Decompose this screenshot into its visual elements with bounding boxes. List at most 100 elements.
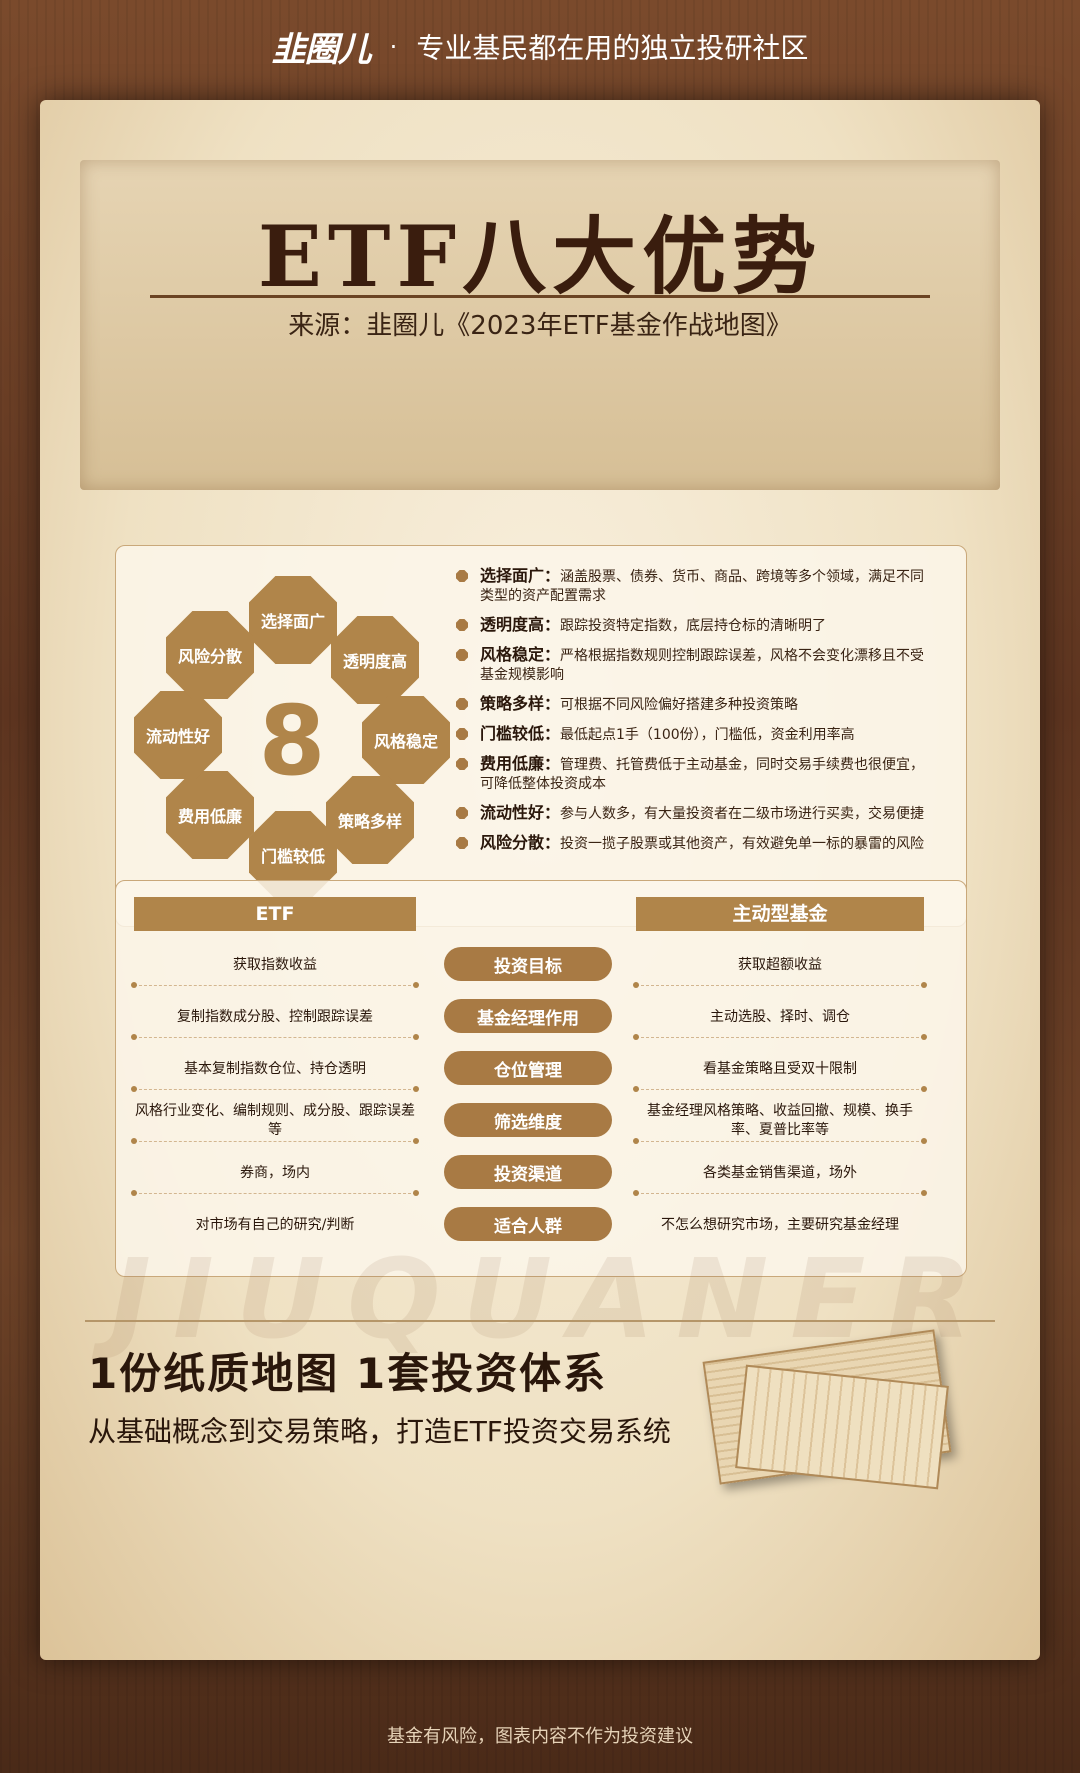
divider-dot — [921, 1190, 927, 1196]
octagon-item: 策略多样 — [326, 776, 414, 864]
brand-logo: 韭圈儿 — [271, 30, 372, 70]
octagon-item: 费用低廉 — [166, 771, 254, 859]
dimension-pill: 基金经理作用 — [444, 999, 612, 1033]
advantage-item: 门槛较低：最低起点1手（100份），门槛低，资金利用率高 — [456, 724, 931, 745]
active-fund-cell: 不怎么想研究市场，主要研究基金经理 — [661, 1216, 899, 1233]
octagon-ring: 选择面广 透明度高 风格稳定 策略多样 门槛较低 费用低廉 流动性好 风险分散 … — [126, 561, 456, 911]
octagon-bullet-icon — [456, 619, 468, 631]
comparison-row: 风格行业变化、编制规则、成分股、跟踪误差等 筛选维度 基金经理风格策略、收益回撤… — [116, 1099, 966, 1149]
comparison-panel: ETF 主动型基金 获取指数收益 投资目标 获取超额收益 复制指数成分股、控制跟… — [115, 880, 967, 1277]
advantage-term: 风格稳定： — [480, 645, 561, 664]
promo-subtitle: 从基础概念到交易策略，打造ETF投资交易系统 — [88, 1415, 671, 1448]
etf-cell: 对市场有自己的研究/判断 — [195, 1216, 355, 1233]
advantage-desc: 涵盖股票、债券、货币、商品、跨境等多个领域，满足不同类型的资产配置需求 — [480, 569, 925, 604]
paper-map-image — [735, 1364, 949, 1490]
comparison-row: 基本复制指数仓位、持仓透明 仓位管理 看基金策略且受双十限制 — [116, 1047, 966, 1097]
advantage-desc: 投资一揽子股票或其他资产，有效避免单一标的暴雷的风险 — [560, 836, 925, 852]
comparison-row: 券商，场内 投资渠道 各类基金销售渠道，场外 — [116, 1151, 966, 1201]
risk-disclaimer: 基金有风险，图表内容不作为投资建议 — [387, 1726, 693, 1747]
octagon-item: 风格稳定 — [362, 696, 450, 784]
advantage-item: 透明度高：跟踪投资特定指数，底层持仓标的清晰明了 — [456, 615, 931, 636]
octagon-bullet-icon — [456, 837, 468, 849]
advantage-term: 策略多样： — [480, 694, 561, 713]
top-bar: 韭圈儿 · 专业基民都在用的独立投研社区 — [0, 22, 1080, 71]
row-divider — [636, 1193, 924, 1194]
dimension-pill: 投资渠道 — [444, 1155, 612, 1189]
divider-dot — [413, 982, 419, 988]
divider-dot — [131, 982, 137, 988]
divider-dot — [413, 1086, 419, 1092]
advantage-desc: 可根据不同风险偏好搭建多种投资策略 — [560, 697, 799, 713]
divider-dot — [921, 1086, 927, 1092]
octagon-bullet-icon — [456, 807, 468, 819]
active-fund-cell: 主动选股、择时、调仓 — [710, 1008, 850, 1025]
row-divider — [134, 985, 416, 986]
row-divider — [636, 1141, 924, 1142]
advantages-panel: 选择面广 透明度高 风格稳定 策略多样 门槛较低 费用低廉 流动性好 风险分散 … — [115, 545, 967, 927]
divider-dot — [633, 1086, 639, 1092]
octagon-bullet-icon — [456, 698, 468, 710]
row-divider — [636, 1037, 924, 1038]
advantage-item: 选择面广：涵盖股票、债券、货币、商品、跨境等多个领域，满足不同类型的资产配置需求 — [456, 566, 931, 606]
octagon-item: 透明度高 — [331, 616, 419, 704]
separator-dot: · — [389, 32, 398, 61]
divider-dot — [413, 1138, 419, 1144]
advantage-desc: 严格根据指数规则控制跟踪误差，风格不会变化漂移且不受基金规模影响 — [480, 648, 925, 683]
advantage-term: 流动性好： — [480, 803, 561, 822]
etf-cell: 获取指数收益 — [233, 956, 317, 973]
advantage-term: 费用低廉： — [480, 754, 561, 773]
dimension-pill: 筛选维度 — [444, 1103, 612, 1137]
comparison-row: 对市场有自己的研究/判断 适合人群 不怎么想研究市场，主要研究基金经理 — [116, 1203, 966, 1253]
comparison-row: 复制指数成分股、控制跟踪误差 基金经理作用 主动选股、择时、调仓 — [116, 995, 966, 1045]
comparison-row: 获取指数收益 投资目标 获取超额收益 — [116, 943, 966, 993]
octagon-bullet-icon — [456, 649, 468, 661]
active-fund-cell: 各类基金销售渠道，场外 — [703, 1164, 857, 1181]
advantage-desc: 跟踪投资特定指数，底层持仓标的清晰明了 — [560, 618, 827, 634]
active-fund-cell: 获取超额收益 — [738, 956, 822, 973]
dimension-pill: 投资目标 — [444, 947, 612, 981]
title-divider — [150, 295, 930, 298]
advantage-item: 风险分散：投资一揽子股票或其他资产，有效避免单一标的暴雷的风险 — [456, 833, 931, 854]
octagon-item: 流动性好 — [134, 691, 222, 779]
divider-dot — [413, 1190, 419, 1196]
source-caption: 来源：韭圈儿《2023年ETF基金作战地图》 — [288, 311, 792, 341]
divider-dot — [131, 1034, 137, 1040]
brand-tagline: 专业基民都在用的独立投研社区 — [416, 31, 809, 65]
advantage-desc: 参与人数多，有大量投资者在二级市场进行买卖，交易便捷 — [560, 806, 925, 822]
divider-dot — [633, 982, 639, 988]
etf-cell: 风格行业变化、编制规则、成分股、跟踪误差等 — [135, 1103, 415, 1138]
row-divider — [134, 1037, 416, 1038]
etf-cell: 基本复制指数仓位、持仓透明 — [184, 1060, 366, 1077]
divider-dot — [413, 1034, 419, 1040]
divider-dot — [633, 1138, 639, 1144]
octagon-bullet-icon — [456, 728, 468, 740]
promo-title: 1份纸质地图 1套投资体系 — [88, 1349, 608, 1398]
row-divider — [636, 1089, 924, 1090]
active-fund-cell: 基金经理风格策略、收益回撤、规模、换手率、夏普比率等 — [647, 1103, 913, 1138]
center-number: 8 — [258, 685, 326, 797]
advantage-desc: 管理费、托管费低于主动基金，同时交易手续费也很便宜，可降低整体投资成本 — [480, 757, 925, 792]
octagon-bullet-icon — [456, 758, 468, 770]
advantage-item: 费用低廉：管理费、托管费低于主动基金，同时交易手续费也很便宜，可降低整体投资成本 — [456, 754, 931, 794]
header-band — [80, 160, 1000, 490]
advantages-list: 选择面广：涵盖股票、债券、货币、商品、跨境等多个领域，满足不同类型的资产配置需求… — [456, 566, 931, 863]
advantage-item: 策略多样：可根据不同风险偏好搭建多种投资策略 — [456, 694, 931, 715]
row-divider — [636, 985, 924, 986]
dimension-pill: 适合人群 — [444, 1207, 612, 1241]
octagon-item: 选择面广 — [249, 576, 337, 664]
advantage-term: 风险分散： — [480, 833, 561, 852]
divider-dot — [131, 1190, 137, 1196]
row-divider — [134, 1089, 416, 1090]
octagon-bullet-icon — [456, 570, 468, 582]
row-divider — [134, 1141, 416, 1142]
promo-divider — [85, 1320, 995, 1322]
divider-dot — [921, 1034, 927, 1040]
dimension-pill: 仓位管理 — [444, 1051, 612, 1085]
active-fund-cell: 看基金策略且受双十限制 — [703, 1060, 857, 1077]
octagon-item: 风险分散 — [166, 611, 254, 699]
advantage-term: 选择面广： — [480, 566, 561, 585]
divider-dot — [633, 1034, 639, 1040]
etf-column-header: ETF — [134, 897, 416, 931]
etf-cell: 券商，场内 — [240, 1164, 310, 1181]
divider-dot — [131, 1138, 137, 1144]
